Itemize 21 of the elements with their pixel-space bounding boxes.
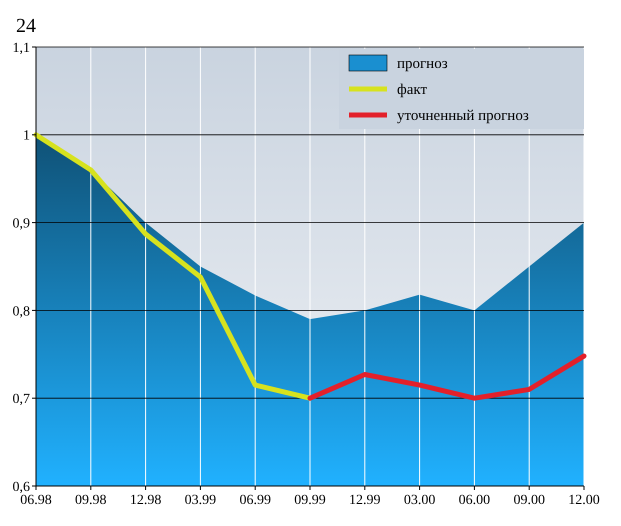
text: 24 xyxy=(16,15,36,37)
x-tick-label: 12.99 xyxy=(349,493,381,508)
x-tick-label: 09.99 xyxy=(294,493,326,508)
y-tick-label: 1 xyxy=(23,128,30,144)
y-tick-label: 1,1 xyxy=(12,40,30,56)
x-tick-label: 09.98 xyxy=(75,493,107,508)
y-tick-label: 0,8 xyxy=(12,304,30,320)
y-tick-label: 0,7 xyxy=(12,392,30,408)
y-tick-label: 0,9 xyxy=(12,216,30,232)
x-tick-label: 06.99 xyxy=(239,493,271,508)
x-tick-label: 12.98 xyxy=(130,493,162,508)
legend-label: прогноз xyxy=(397,56,448,72)
x-tick-label: 03.99 xyxy=(184,493,216,508)
x-tick-label: 12.00 xyxy=(568,493,600,508)
x-tick-label: 06.00 xyxy=(458,493,490,508)
x-tick-label: 09.00 xyxy=(513,493,545,508)
legend-label: уточненный прогноз xyxy=(397,108,529,124)
x-tick-label: 03.00 xyxy=(404,493,436,508)
x-tick-label: 06.98 xyxy=(20,493,52,508)
legend-label: факт xyxy=(397,82,428,98)
y-tick-label: 0,6 xyxy=(12,480,30,495)
